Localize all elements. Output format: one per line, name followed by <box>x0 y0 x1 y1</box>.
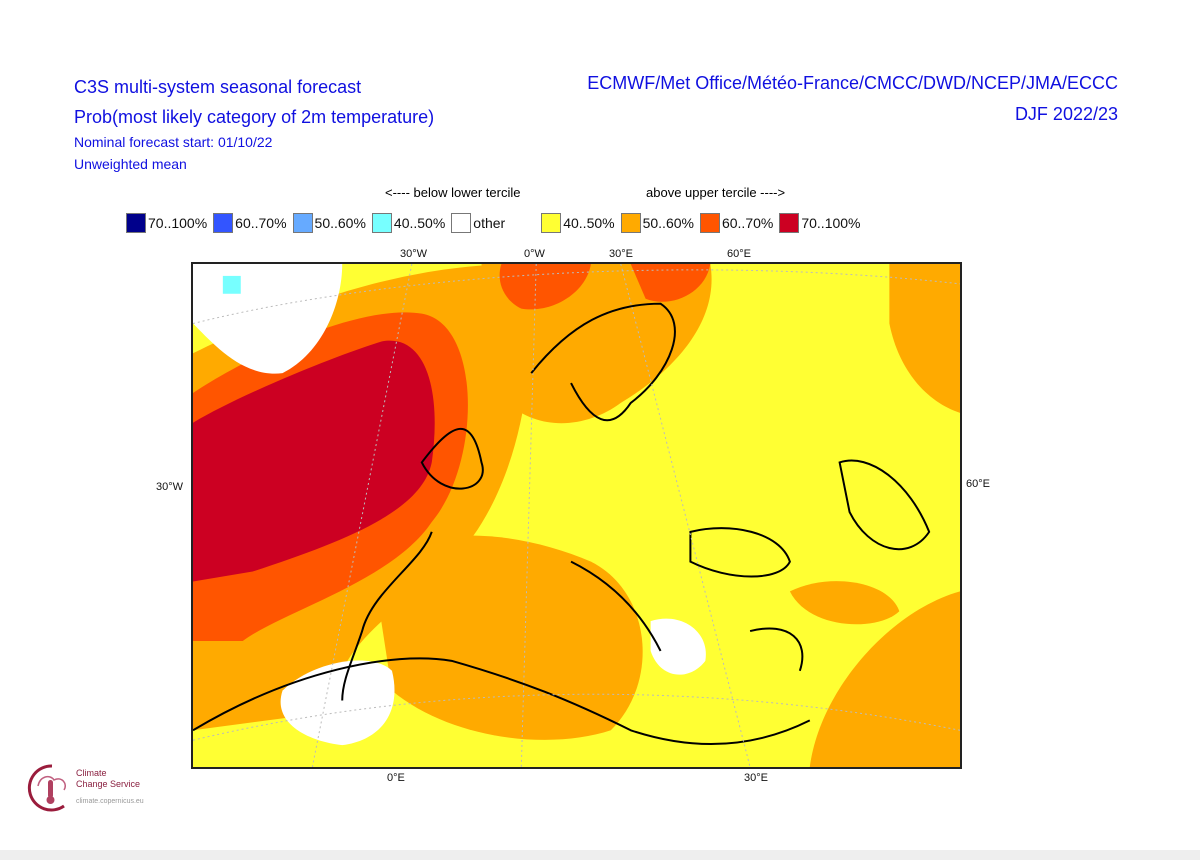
legend-label: 60..70% <box>235 215 287 231</box>
legend-swatch <box>541 213 562 233</box>
legend-label: 70..100% <box>801 215 861 231</box>
map-canvas <box>192 263 961 768</box>
axis-label-top: 30°W <box>400 248 428 260</box>
legend-swatch <box>213 213 234 233</box>
title: C3S multi-system seasonal forecast <box>74 77 362 97</box>
legend-swatch <box>779 213 800 233</box>
legend-item: 70..100% <box>779 213 861 233</box>
axis-label-top: 60°E <box>727 248 751 260</box>
systems: ECMWF/Met Office/Météo-France/CMCC/DWD/N… <box>587 73 1118 93</box>
legend-item: 50..60% <box>292 213 366 233</box>
region-above-50-60 <box>889 264 960 413</box>
legend-swatch <box>126 213 146 233</box>
region-other <box>650 618 706 675</box>
graticule <box>192 263 961 768</box>
axis-label-right: 60°E <box>966 478 990 490</box>
legend-item: 40..50% <box>541 213 615 233</box>
legend-label: 60..70% <box>721 215 774 231</box>
logo-url: climate.copernicus.eu <box>76 797 144 805</box>
legend-swatch <box>371 213 392 233</box>
axis-label-bottom: 30°E <box>744 772 768 784</box>
legend-swatch <box>451 213 472 233</box>
region-above-70-100 <box>193 340 435 582</box>
footer-strip <box>0 850 1200 860</box>
logo-line2: Change Service <box>76 778 141 789</box>
legend-item: 60..70% <box>699 213 774 233</box>
forecast-map <box>191 262 962 769</box>
legend-label: other <box>473 215 506 231</box>
legend-item: 50..60% <box>620 213 694 233</box>
axis-label-left: 30°W <box>156 481 184 493</box>
legend-swatch <box>620 213 641 233</box>
legend-label: 50..60% <box>642 215 694 231</box>
legend-swatch <box>699 213 720 233</box>
region-above-60-70 <box>630 264 711 302</box>
region-below-40-50 <box>222 275 241 294</box>
legend: 70..100% 60..70% 50..60% 40..50% other 4… <box>126 213 867 233</box>
axis-label-top: 0°W <box>524 248 545 260</box>
region-above-50-60 <box>809 591 960 767</box>
legend-label: 40..50% <box>563 215 615 231</box>
below-tercile-label: <---- below lower tercile <box>385 185 521 200</box>
legend-item: 40..50% <box>371 213 446 233</box>
region-above-50-60 <box>789 581 900 625</box>
thermometer-cloud-icon <box>27 764 66 812</box>
legend-swatch <box>292 213 313 233</box>
legend-item: other <box>451 213 505 233</box>
legend-label: 70..100% <box>148 215 208 231</box>
season: DJF 2022/23 <box>1014 104 1118 124</box>
subtitle: Prob(most likely category of 2m temperat… <box>74 107 435 127</box>
region-above-50-60 <box>372 535 643 740</box>
above-tercile-label: above upper tercile ----> <box>646 185 786 200</box>
legend-label: 50..60% <box>314 215 366 231</box>
legend-item: 70..100% <box>126 213 207 233</box>
copernicus-logo: Climate Change Service climate.copernicu… <box>24 762 144 812</box>
forecast-start: Nominal forecast start: 01/10/22 <box>74 134 273 150</box>
logo-line1: Climate <box>76 767 107 778</box>
coastlines <box>192 302 931 746</box>
legend-item: 60..70% <box>213 213 287 233</box>
legend-label: 40..50% <box>393 215 446 231</box>
weighting: Unweighted mean <box>74 156 187 172</box>
axis-label-bottom: 0°E <box>387 772 405 784</box>
axis-label-top: 30°E <box>609 248 633 260</box>
region-other <box>280 660 395 746</box>
